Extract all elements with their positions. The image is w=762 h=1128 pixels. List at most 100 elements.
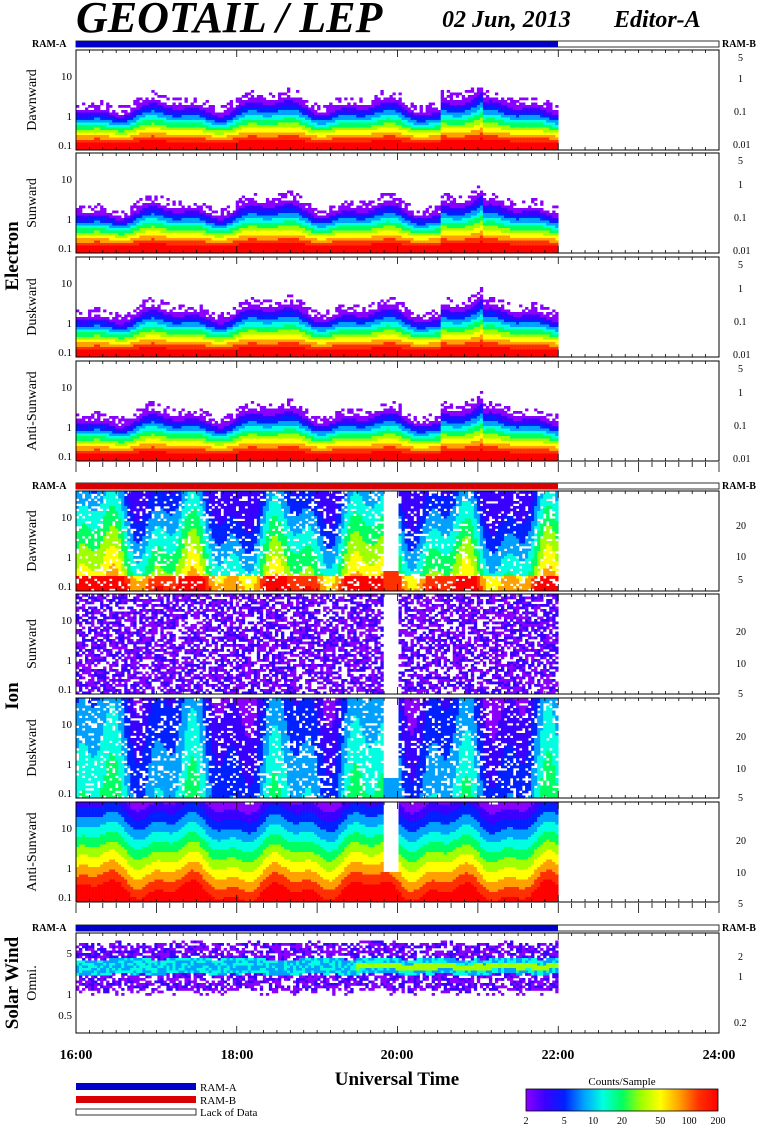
heatmap-cell — [248, 223, 251, 226]
heatmap-cell — [507, 113, 510, 116]
heatmap-cell — [311, 218, 314, 221]
heatmap-cell — [474, 113, 477, 116]
heatmap-cell — [353, 238, 356, 241]
heatmap-cell — [94, 206, 97, 209]
heatmap-cell — [402, 103, 405, 106]
heatmap-cell — [100, 115, 103, 118]
heatmap-cell — [365, 133, 368, 136]
heatmap-cell — [100, 218, 103, 221]
heatmap-cell — [389, 120, 392, 123]
heatmap-cell — [263, 100, 266, 103]
heatmap-cell — [236, 110, 239, 113]
heatmap-cell — [389, 115, 392, 118]
heatmap-cell — [133, 238, 136, 241]
heatmap-cell — [549, 118, 552, 121]
heatmap-cell — [335, 125, 338, 128]
heatmap-cell — [251, 226, 254, 229]
heatmap-cell — [257, 130, 260, 133]
heatmap-cell — [166, 233, 169, 236]
heatmap-cell — [435, 140, 438, 143]
heatmap-cell — [160, 143, 163, 146]
heatmap-cell — [154, 93, 157, 96]
heatmap-cell — [230, 145, 233, 148]
heatmap-cell — [546, 123, 549, 126]
heatmap-cell — [371, 145, 374, 148]
heatmap-cell — [353, 133, 356, 136]
heatmap-cell — [160, 206, 163, 209]
heatmap-cell — [326, 108, 329, 111]
heatmap-cell — [212, 248, 215, 251]
heatmap-cell — [501, 98, 504, 101]
heatmap-cell — [377, 105, 380, 108]
heatmap-cell — [311, 143, 314, 146]
heatmap-cell — [191, 120, 194, 123]
heatmap-cell — [245, 115, 248, 118]
heatmap-cell — [154, 103, 157, 106]
heatmap-cell — [100, 216, 103, 219]
heatmap-cell — [395, 108, 398, 111]
heatmap-cell — [347, 231, 350, 234]
heatmap-cell — [353, 221, 356, 224]
heatmap-cell — [212, 226, 215, 229]
heatmap-cell — [100, 135, 103, 138]
heatmap-cell — [233, 226, 236, 229]
heatmap-cell — [257, 105, 260, 108]
heatmap-cell — [459, 123, 462, 126]
heatmap-cell — [435, 138, 438, 141]
heatmap-cell — [365, 125, 368, 128]
heatmap-cell — [392, 108, 395, 111]
heatmap-cell — [251, 198, 254, 201]
heatmap-cell — [139, 238, 142, 241]
heatmap-cell — [233, 228, 236, 231]
heatmap-cell — [386, 98, 389, 101]
heatmap-cell — [447, 90, 450, 93]
heatmap-cell — [206, 236, 209, 239]
heatmap-cell — [311, 248, 314, 251]
heatmap-cell — [269, 216, 272, 219]
heatmap-cell — [522, 105, 525, 108]
heatmap-cell — [399, 123, 402, 126]
heatmap-cell — [263, 233, 266, 236]
heatmap-cell — [91, 145, 94, 148]
heatmap-cell — [456, 133, 459, 136]
heatmap-cell — [169, 238, 172, 241]
heatmap-cell — [293, 118, 296, 121]
heatmap-cell — [447, 133, 450, 136]
heatmap-cell — [311, 133, 314, 136]
heatmap-cell — [317, 130, 320, 133]
heatmap-cell — [552, 128, 555, 131]
heatmap-cell — [347, 216, 350, 219]
heatmap-cell — [287, 90, 290, 93]
heatmap-cell — [510, 135, 513, 138]
heatmap-cell — [432, 103, 435, 106]
heatmap-cell — [495, 120, 498, 123]
heatmap-cell — [163, 223, 166, 226]
heatmap-cell — [145, 241, 148, 244]
heatmap-cell — [450, 133, 453, 136]
heatmap-cell — [178, 120, 181, 123]
heatmap-cell — [133, 241, 136, 244]
heatmap-cell — [230, 243, 233, 246]
heatmap-cell — [368, 143, 371, 146]
heatmap-cell — [528, 108, 531, 111]
heatmap-cell — [284, 216, 287, 219]
heatmap-cell — [278, 105, 281, 108]
heatmap-cell — [392, 113, 395, 116]
heatmap-cell — [94, 125, 97, 128]
heatmap-cell — [172, 248, 175, 251]
heatmap-cell — [221, 125, 224, 128]
heatmap-cell — [103, 233, 106, 236]
heatmap-cell — [389, 98, 392, 101]
heatmap-cell — [477, 108, 480, 111]
heatmap-cell — [233, 110, 236, 113]
heatmap-cell — [486, 140, 489, 143]
heatmap-cell — [212, 223, 215, 226]
heatmap-cell — [392, 133, 395, 136]
heatmap-cell — [151, 203, 154, 206]
heatmap-cell — [429, 123, 432, 126]
heatmap-cell — [133, 108, 136, 111]
heatmap-cell — [368, 113, 371, 116]
heatmap-cell — [136, 216, 139, 219]
heatmap-cell — [287, 103, 290, 106]
heatmap-cell — [495, 128, 498, 131]
